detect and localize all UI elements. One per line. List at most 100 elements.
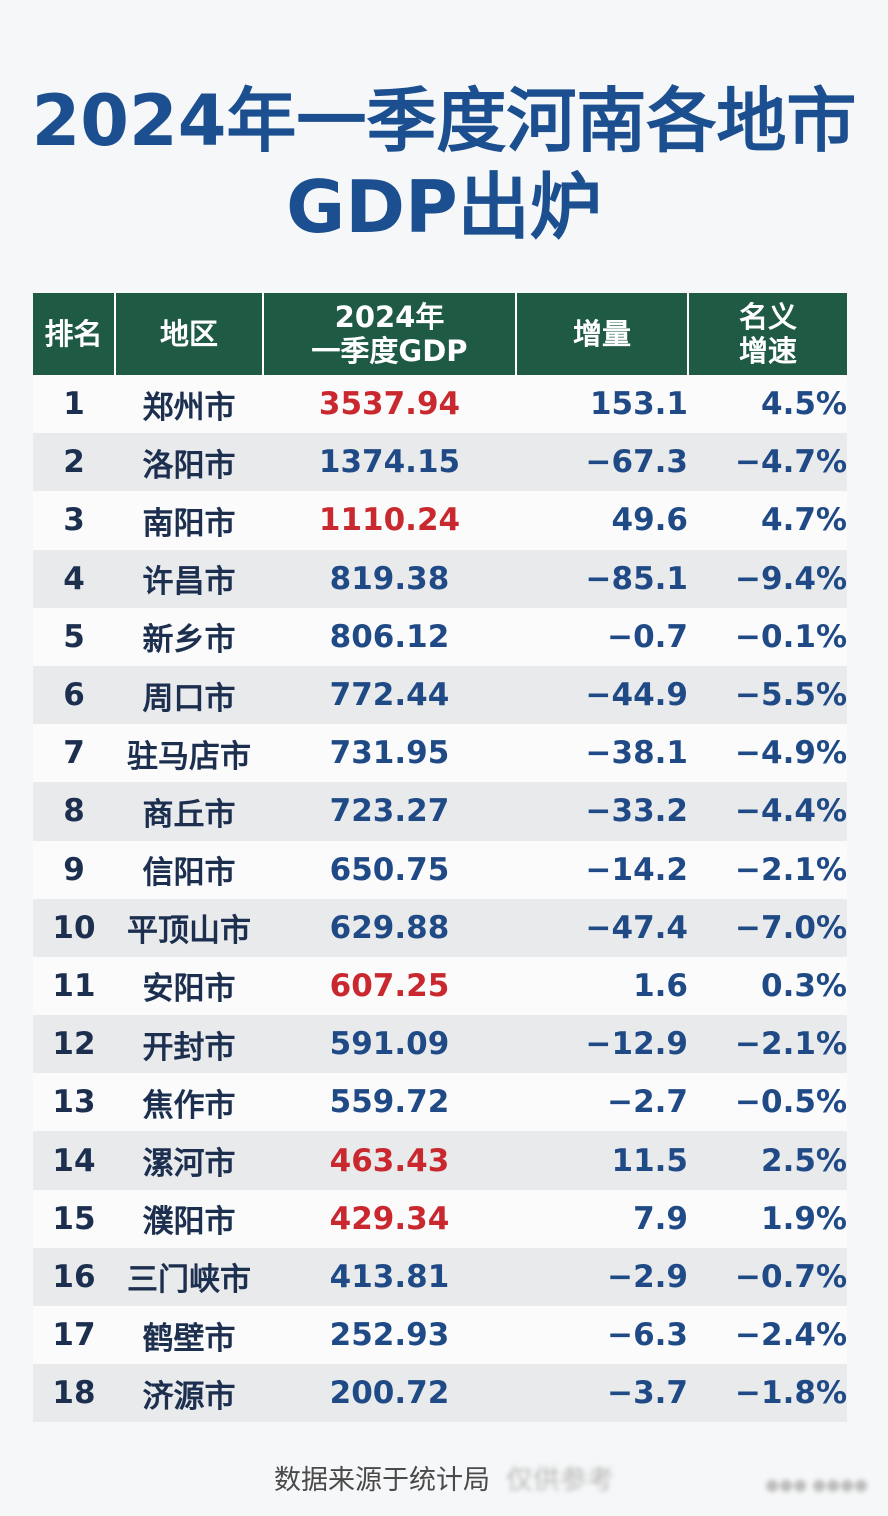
rate-cell: 2.5%	[688, 1131, 847, 1190]
rate-cell: 0.3%	[688, 956, 847, 1016]
rate-cell: 1.9%	[688, 1189, 847, 1248]
rank-cell: 6	[33, 665, 115, 725]
table-row: 17 鹤壁市 252.93 −6.3 −2.4%	[33, 1306, 847, 1365]
gdp-cell: 429.34	[263, 1189, 516, 1248]
title-line-2: GDP出炉	[286, 165, 602, 249]
rate-cell: −5.5%	[688, 665, 847, 725]
region-cell: 开封市	[115, 1015, 263, 1074]
source-note: 数据来源于统计局	[274, 1465, 490, 1496]
rate-cell: −1.8%	[688, 1364, 847, 1423]
increase-cell: −3.7	[516, 1364, 688, 1423]
table-row: 6 周口市 772.44 −44.9 −5.5%	[33, 665, 847, 725]
region-cell: 洛阳市	[115, 433, 263, 492]
rank-cell: 5	[33, 607, 115, 666]
table-row: 16 三门峡市 413.81 −2.9 −0.7%	[33, 1247, 847, 1306]
rank-cell: 8	[33, 782, 115, 841]
rank-cell: 13	[33, 1073, 115, 1132]
table-row: 12 开封市 591.09 −12.9 −2.1%	[33, 1015, 847, 1074]
rank-cell: 16	[33, 1247, 115, 1306]
region-cell: 信阳市	[115, 840, 263, 899]
rate-cell: −0.7%	[688, 1247, 847, 1306]
table-body: 1 郑州市 3537.94 153.1 4.5% 2 洛阳市 1374.15 −67.3 −4.7…	[33, 375, 847, 1423]
table-row: 2 洛阳市 1374.15 −67.3 −4.7%	[33, 433, 847, 492]
increase-cell: −2.7	[516, 1073, 688, 1132]
gdp-cell: 413.81	[263, 1247, 516, 1306]
rank-cell: 7	[33, 724, 115, 783]
rate-cell: 4.5%	[688, 375, 847, 434]
gdp-table: 排名 地区 2024年 一季度GDP 增量 名义 增速 1 郑州市 3537.94 1…	[33, 293, 847, 1423]
region-cell: 安阳市	[115, 956, 263, 1016]
gdp-cell: 1374.15	[263, 433, 516, 492]
table-row: 10 平顶山市 629.88 −47.4 −7.0%	[33, 898, 847, 957]
table-row: 1 郑州市 3537.94 153.1 4.5%	[33, 375, 847, 434]
rank-cell: 18	[33, 1364, 115, 1423]
increase-cell: −6.3	[516, 1306, 688, 1365]
region-cell: 平顶山市	[115, 898, 263, 957]
region-cell: 三门峡市	[115, 1247, 263, 1306]
rate-cell: 4.7%	[688, 491, 847, 550]
region-cell: 濮阳市	[115, 1189, 263, 1248]
increase-cell: −0.7	[516, 607, 688, 666]
increase-cell: −44.9	[516, 665, 688, 725]
header-gdp-line-2: 一季度GDP	[311, 334, 468, 368]
gdp-cell: 591.09	[263, 1015, 516, 1074]
region-cell: 许昌市	[115, 549, 263, 608]
gdp-cell: 200.72	[263, 1364, 516, 1423]
table-row: 8 商丘市 723.27 −33.2 −4.4%	[33, 782, 847, 841]
increase-cell: 11.5	[516, 1131, 688, 1190]
table-row: 9 信阳市 650.75 −14.2 −2.1%	[33, 840, 847, 899]
rank-cell: 15	[33, 1189, 115, 1248]
page-title: 2024年一季度河南各地市 GDP出炉	[0, 78, 888, 250]
rate-cell: −4.9%	[688, 724, 847, 783]
rate-cell: −2.1%	[688, 1015, 847, 1074]
table-header-row: 排名 地区 2024年 一季度GDP 增量 名义 增速	[33, 293, 847, 375]
header-region: 地区	[115, 293, 264, 375]
header-gdp-line-1: 2024年	[334, 300, 445, 334]
header-rate: 名义 增速	[688, 293, 847, 375]
increase-cell: −85.1	[516, 549, 688, 608]
gdp-cell: 772.44	[263, 665, 516, 725]
rate-cell: −0.5%	[688, 1073, 847, 1132]
rate-cell: −2.4%	[688, 1306, 847, 1365]
increase-cell: 7.9	[516, 1189, 688, 1248]
header-increase: 增量	[516, 293, 689, 375]
increase-cell: 1.6	[516, 956, 688, 1016]
increase-cell: −33.2	[516, 782, 688, 841]
increase-cell: 153.1	[516, 375, 688, 434]
header-rank: 排名	[33, 293, 116, 375]
gdp-cell: 1110.24	[263, 491, 516, 550]
title-line-1: 2024年一季度河南各地市	[31, 80, 857, 162]
rank-cell: 10	[33, 898, 115, 957]
increase-cell: −38.1	[516, 724, 688, 783]
rate-cell: −0.1%	[688, 607, 847, 666]
region-cell: 周口市	[115, 665, 263, 725]
region-cell: 济源市	[115, 1364, 263, 1423]
rank-cell: 17	[33, 1306, 115, 1365]
gdp-cell: 723.27	[263, 782, 516, 841]
gdp-cell: 252.93	[263, 1306, 516, 1365]
increase-cell: −67.3	[516, 433, 688, 492]
region-cell: 新乡市	[115, 607, 263, 666]
gdp-cell: 607.25	[263, 956, 516, 1016]
rank-cell: 9	[33, 840, 115, 899]
rate-cell: −7.0%	[688, 898, 847, 957]
gdp-cell: 559.72	[263, 1073, 516, 1132]
rate-cell: −4.4%	[688, 782, 847, 841]
header-gdp: 2024年 一季度GDP	[263, 293, 517, 375]
rank-cell: 2	[33, 433, 115, 492]
rank-cell: 4	[33, 549, 115, 608]
table-row: 15 濮阳市 429.34 7.9 1.9%	[33, 1189, 847, 1248]
gdp-cell: 731.95	[263, 724, 516, 783]
table-row: 11 安阳市 607.25 1.6 0.3%	[33, 956, 847, 1016]
region-cell: 商丘市	[115, 782, 263, 841]
rank-cell: 14	[33, 1131, 115, 1190]
rank-cell: 12	[33, 1015, 115, 1074]
rate-cell: −9.4%	[688, 549, 847, 608]
table-row: 5 新乡市 806.12 −0.7 −0.1%	[33, 607, 847, 666]
increase-cell: −14.2	[516, 840, 688, 899]
gdp-cell: 806.12	[263, 607, 516, 666]
region-cell: 鹤壁市	[115, 1306, 263, 1365]
region-cell: 漯河市	[115, 1131, 263, 1190]
increase-cell: −2.9	[516, 1247, 688, 1306]
rate-cell: −2.1%	[688, 840, 847, 899]
